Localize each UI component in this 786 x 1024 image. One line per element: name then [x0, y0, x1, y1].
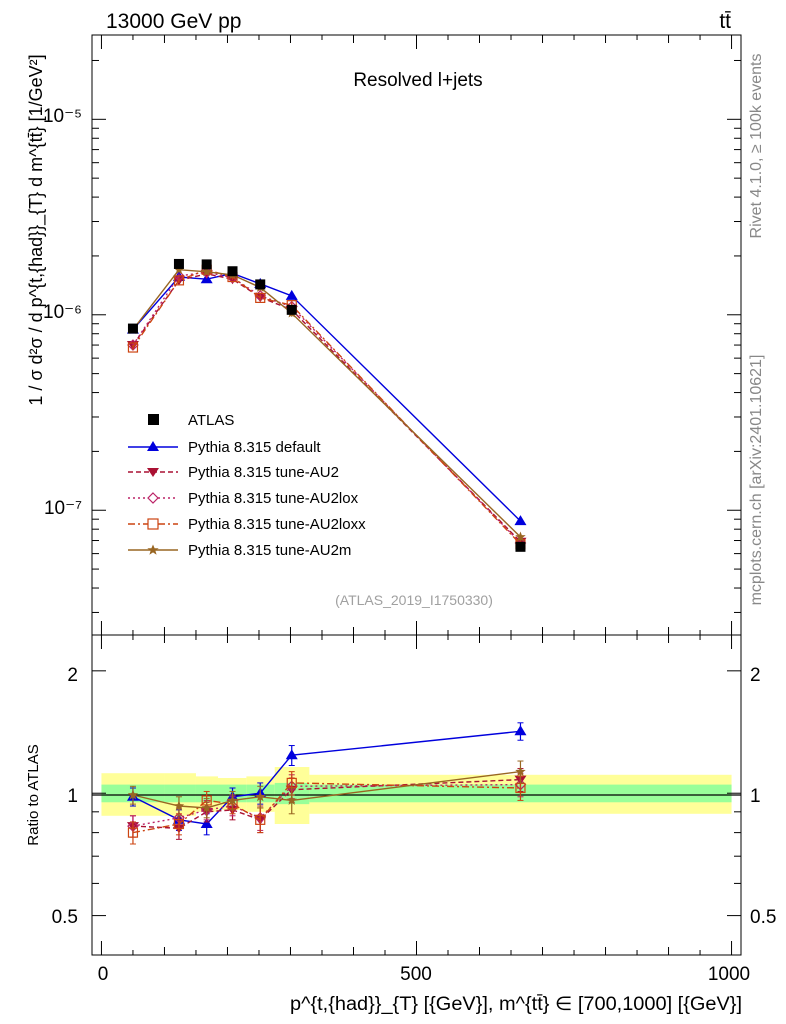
main-ylabel: 1 / σ d²σ / d p^{t,{had}}_{T} d m^{tt̄} … [26, 54, 47, 405]
ratio-point [173, 800, 185, 811]
ratio-ytick-2-left: 2 [67, 665, 78, 686]
ratio-point [286, 777, 297, 789]
ratio-ytick-05-right: 0.5 [750, 907, 776, 928]
main-title: Resolved l+jets [353, 70, 482, 91]
x-axis-label: p^{t,{had}}_{T} [{GeV}], m^{tt̄} ∈ [700,… [290, 994, 742, 1015]
legend-label-au2loxx: Pythia 8.315 tune-AU2loxx [188, 516, 366, 533]
legend-marker-au2lox [147, 492, 159, 504]
legend-entry-au2loxx: Pythia 8.315 tune-AU2loxx [128, 516, 366, 533]
ytick-label-1e-7: 10⁻⁷ [44, 498, 82, 519]
main-series [126, 258, 527, 552]
mcplots-label: mcplots.cern.ch [arXiv:2401.10621] [748, 355, 765, 606]
atlas-data-point [201, 259, 212, 270]
legend-entry-au2: Pythia 8.315 tune-AU2 [128, 464, 339, 481]
ratio-ytick-1-right: 1 [750, 786, 761, 807]
process-label: tt̄ [719, 10, 731, 33]
atlas-data-point [227, 266, 238, 277]
ratio-point [515, 782, 526, 794]
legend-marker-atlas [148, 414, 159, 425]
main-point [514, 515, 527, 526]
ratio-point [514, 725, 527, 736]
legend-entry-default: Pythia 8.315 default [128, 439, 321, 456]
main-point [255, 292, 266, 303]
legend-label-au2: Pythia 8.315 tune-AU2 [188, 464, 339, 481]
analysis-id-label: (ATLAS_2019_I1750330) [335, 592, 493, 608]
energy-label: 13000 GeV pp [106, 10, 241, 33]
legend-entry-atlas: ATLAS [148, 412, 234, 429]
ratio-axis-ticks [92, 635, 741, 956]
ratio-series [126, 722, 527, 845]
ratio-point [255, 814, 266, 825]
ratio-point [255, 791, 266, 802]
atlas-data-series [127, 258, 526, 552]
xtick-label-500: 500 [400, 964, 432, 985]
main-axis-ticks [92, 35, 741, 635]
ytick-label-1e-6: 10⁻⁶ [43, 302, 82, 323]
legend-marker-default [147, 441, 159, 451]
ratio-point [286, 794, 297, 805]
ratio-ytick-2-right: 2 [750, 665, 761, 686]
ratio-point [127, 827, 139, 838]
legend-entry-au2lox: Pythia 8.315 tune-AU2lox [128, 490, 359, 507]
main-point [127, 342, 139, 353]
atlas-data-point [127, 323, 138, 334]
ratio-ylabel: Ratio to ATLAS [25, 744, 42, 845]
atlas-data-point [286, 304, 297, 315]
main-point [173, 275, 185, 286]
rivet-version-label: Rivet 4.1.0, ≥ 100k events [748, 54, 765, 239]
ratio-point [285, 749, 298, 760]
ratio-ytick-1-left: 1 [67, 786, 78, 807]
ytick-label-1e-5: 10⁻⁵ [43, 106, 82, 127]
ratio-point [200, 818, 213, 829]
main-point [173, 264, 185, 275]
ratio-ytick-05-left: 0.5 [52, 907, 78, 928]
legend-label-default: Pythia 8.315 default [188, 439, 321, 456]
ratio-point [173, 818, 185, 830]
atlas-data-point [515, 541, 526, 552]
main-point [515, 531, 526, 542]
legend-marker-au2 [147, 468, 159, 477]
legend-label-au2m: Pythia 8.315 tune-AU2m [188, 542, 351, 559]
main-point [285, 289, 298, 300]
legend-marker-au2m [147, 544, 159, 555]
legend-label-au2lox: Pythia 8.315 tune-AU2lox [188, 490, 359, 507]
legend-marker-au2loxx [147, 518, 159, 530]
ratio-point [201, 802, 212, 813]
xtick-label-0: 0 [98, 964, 109, 985]
legend-entry-au2m: Pythia 8.315 tune-AU2m [128, 542, 351, 559]
legend: ATLAS Pythia 8.315 default Pythia 8.315 … [128, 412, 366, 559]
ratio-point [515, 766, 526, 777]
atlas-data-point [173, 258, 184, 269]
ratio-stat-uncertainty-band [164, 784, 196, 803]
ratio-series-4 [127, 760, 526, 819]
main-point [201, 266, 212, 277]
ratio-point [127, 789, 139, 800]
xtick-label-1000: 1000 [708, 964, 750, 985]
ratio-point [227, 794, 238, 805]
atlas-data-point [255, 279, 266, 290]
legend-label-atlas: ATLAS [188, 412, 234, 429]
